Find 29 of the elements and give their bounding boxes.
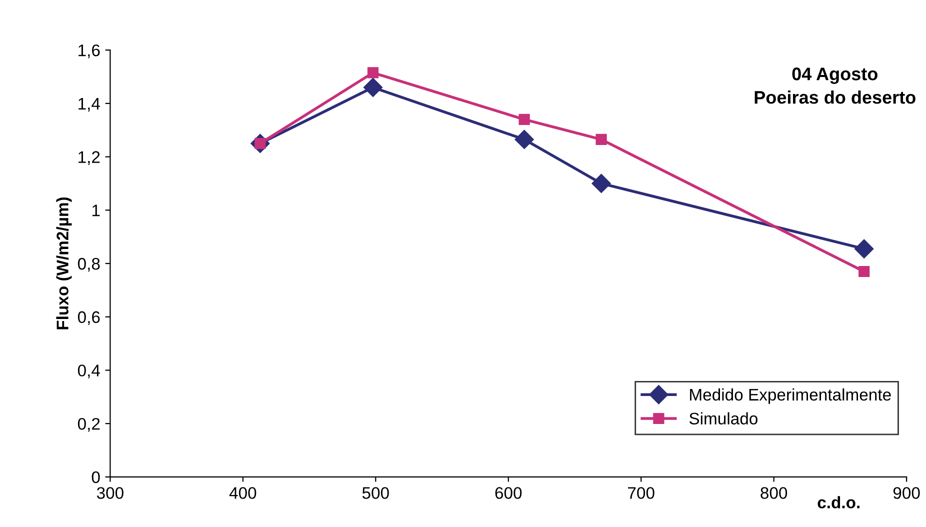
x-tick-label: 600 <box>495 487 522 499</box>
y-tick-label: 1,2 <box>78 151 100 165</box>
y-tick-label: 0,6 <box>78 311 100 326</box>
legend-label: Simulado <box>689 412 758 424</box>
point <box>367 67 379 78</box>
y-tick-label: 1,6 <box>78 44 100 58</box>
x-tick-label: 500 <box>362 487 389 499</box>
y-axis-title: Fluxo (W/m2/µm) <box>56 197 72 330</box>
text: 04 Agosto Poeiras do deserto <box>754 68 916 104</box>
x-tick-label: 300 <box>96 487 124 499</box>
x-axis-title: c.d.o. <box>818 496 860 508</box>
point <box>596 134 607 145</box>
y-tick-label: 0 <box>92 471 100 484</box>
y-tick-label: 0,4 <box>78 364 100 378</box>
y-tick-label: 1,4 <box>78 98 100 112</box>
point <box>514 130 534 149</box>
point <box>854 239 874 258</box>
y-tick-label: 1 <box>92 204 100 216</box>
x-tick-label: 700 <box>628 487 654 499</box>
point <box>858 266 870 278</box>
x-tick-label: 400 <box>229 487 256 499</box>
legend-label: Medido Experimentalmente <box>690 388 891 404</box>
point <box>592 174 611 193</box>
y-tick-label: 0,2 <box>78 418 100 432</box>
y-tick-label: 0,8 <box>78 258 100 272</box>
x-tick-label: 800 <box>760 487 788 499</box>
point <box>518 114 530 125</box>
x-tick-label: 900 <box>893 487 920 499</box>
point <box>363 78 383 97</box>
